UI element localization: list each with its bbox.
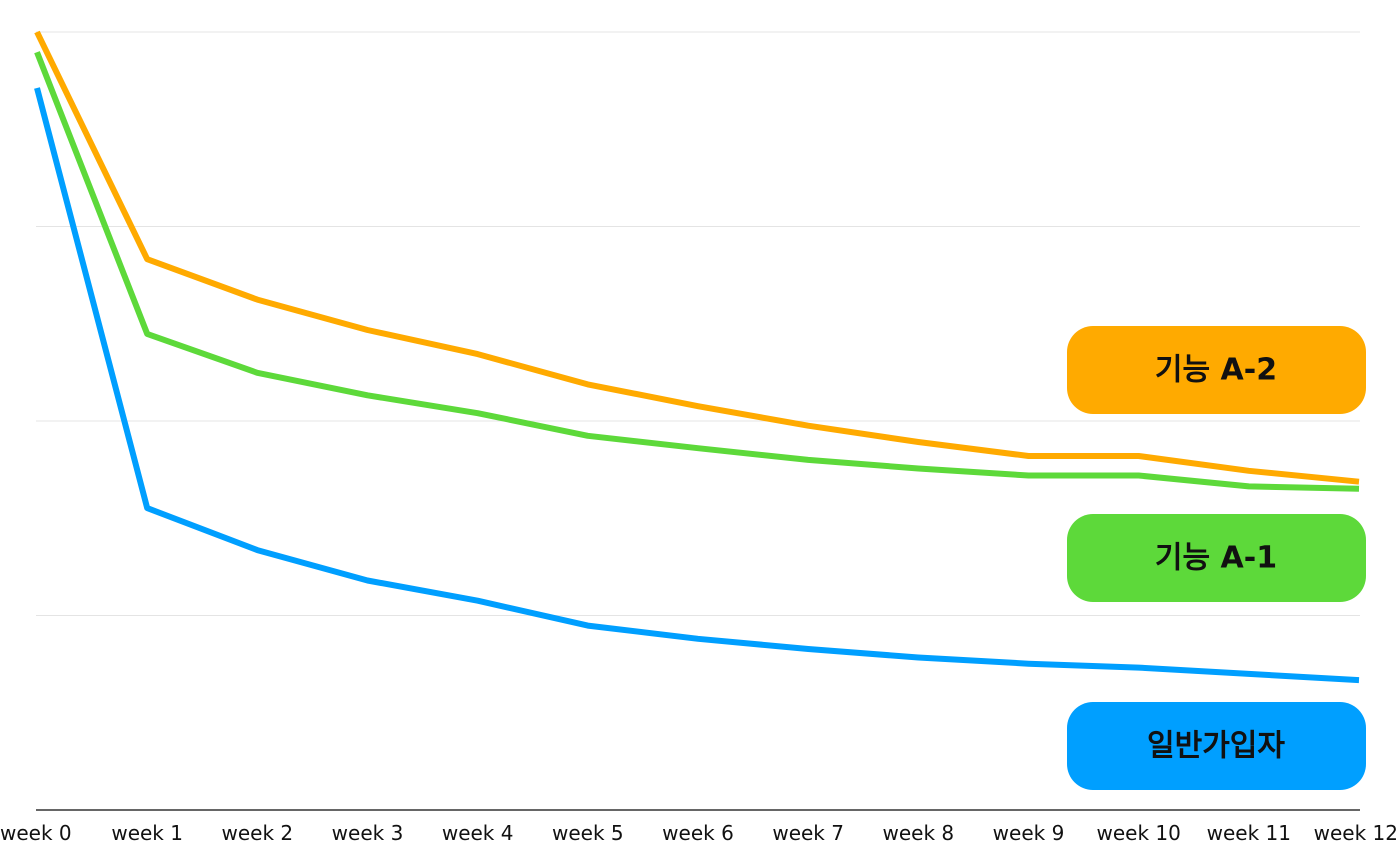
legend-swatch (1067, 702, 1366, 790)
legend-item: 기능 A-1 (1067, 514, 1366, 602)
x-tick-labels: week 0 week 1 week 2 week 3 week 4 week 5 week… (0, 821, 1398, 845)
x-tick-label: week 0 (0, 821, 72, 845)
legend-label: 기능 A-1 (1155, 541, 1277, 576)
legend-item: 일반가입자 (1067, 702, 1366, 790)
x-tick-label: week 7 (772, 821, 844, 845)
x-tick-label: week 12 (1314, 821, 1398, 845)
x-tick-label: week 2 (222, 821, 294, 845)
legend-label: 기능 A-2 (1155, 353, 1277, 388)
x-tick-label: week 4 (442, 821, 514, 845)
x-tick-label: week 9 (993, 821, 1065, 845)
legend: 기능 A-2 기능 A-1 일반가입자 (1067, 326, 1366, 790)
x-tick-label: week 3 (332, 821, 404, 845)
series-line (34, 30, 1360, 485)
legend-label: 일반가입자 (1147, 729, 1285, 764)
legend-swatch (1067, 326, 1366, 414)
x-tick-label: week 8 (883, 821, 955, 845)
series-line (34, 51, 1360, 492)
x-tick-label: week 6 (662, 821, 734, 845)
x-tick-label: week 11 (1207, 821, 1291, 845)
legend-swatch (1067, 514, 1366, 602)
gridlines (36, 31, 1360, 616)
series-lines (34, 30, 1360, 684)
x-tick-label: week 5 (552, 821, 624, 845)
series-line (34, 87, 1360, 684)
legend-item: 기능 A-2 (1067, 326, 1366, 414)
x-tick-label: week 10 (1096, 821, 1180, 845)
x-tick-label: week 1 (111, 821, 183, 845)
